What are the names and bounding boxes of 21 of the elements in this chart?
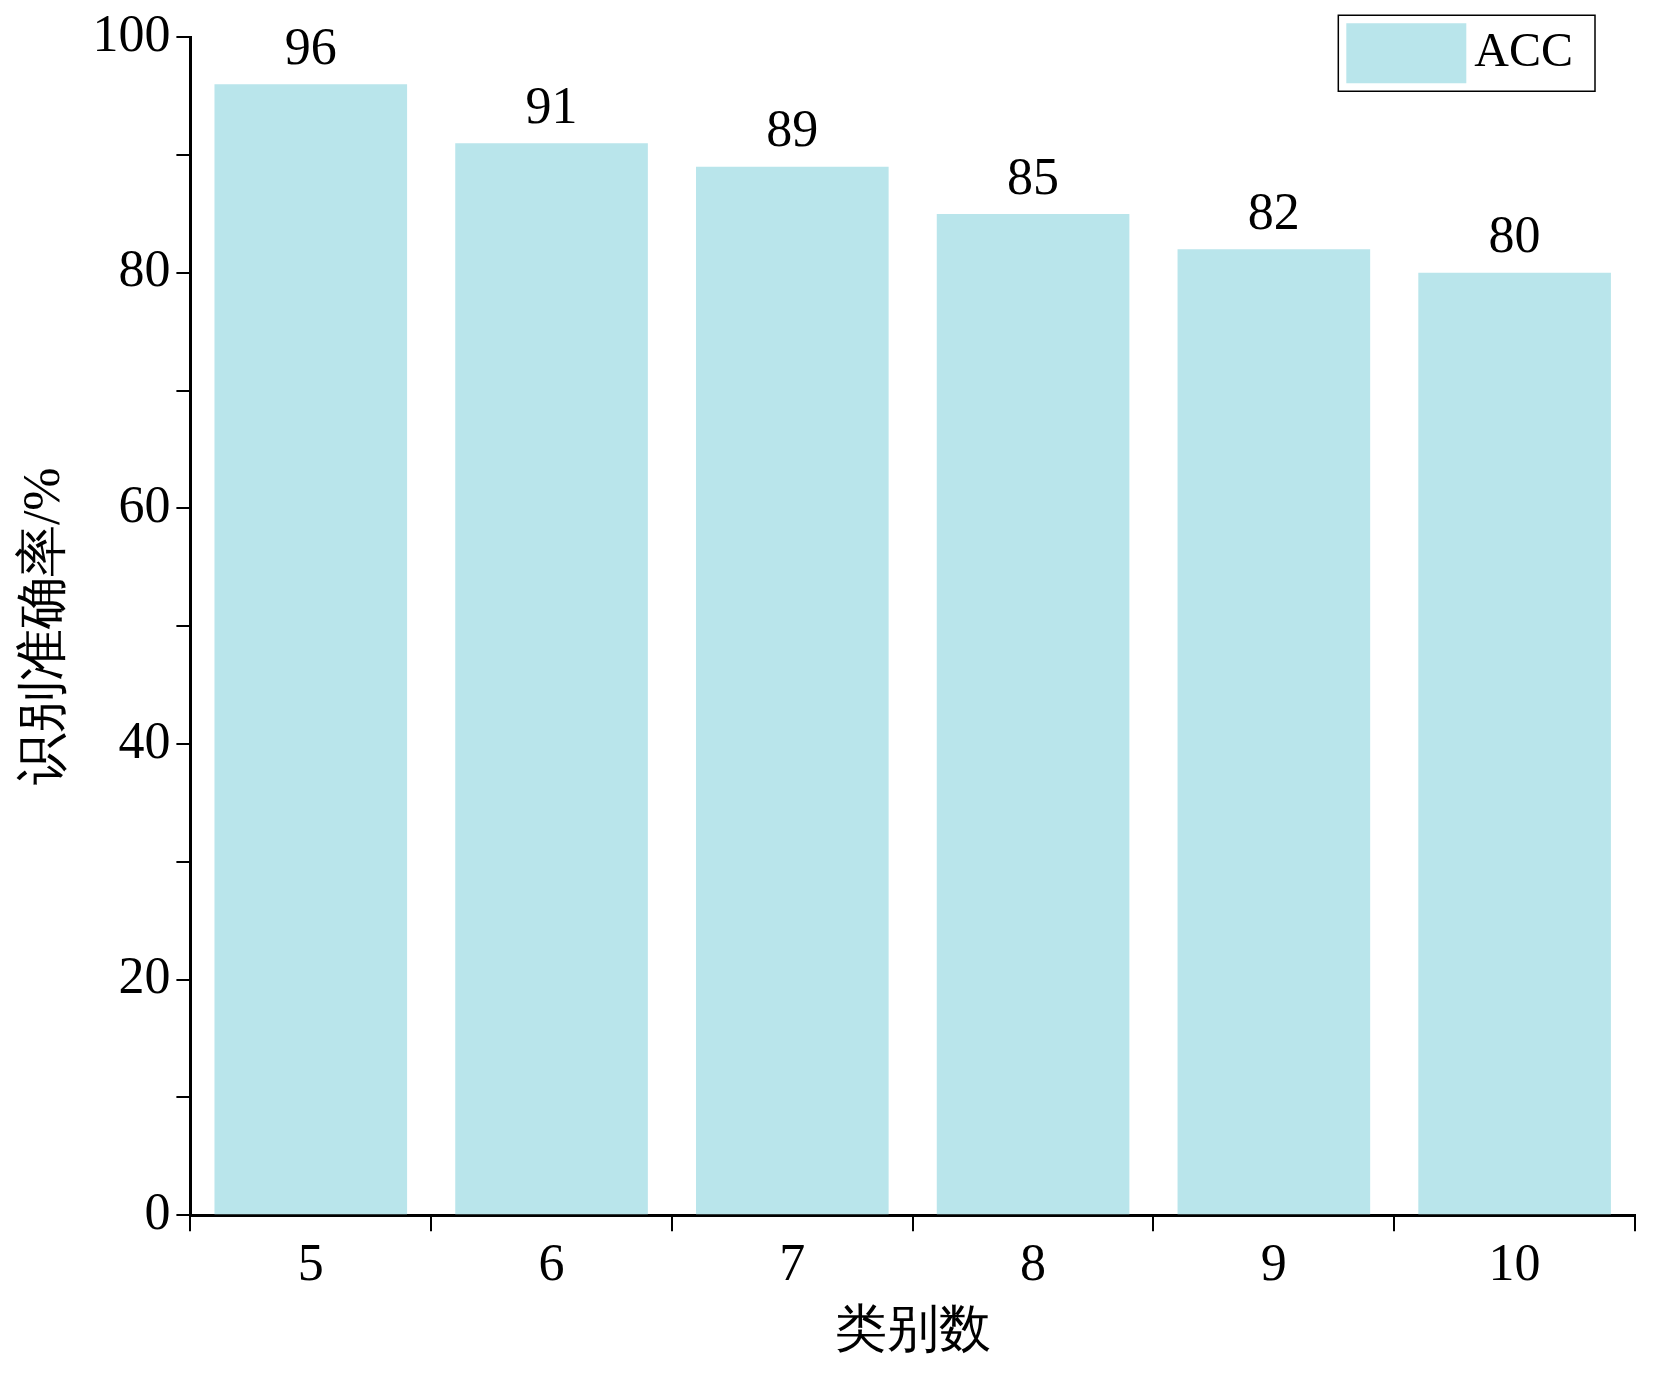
x-tick-label: 9: [1260, 1234, 1287, 1292]
x-tick-label: 10: [1488, 1234, 1541, 1292]
x-tick-label: 7: [779, 1234, 806, 1292]
x-axis-title: 类别数: [834, 1300, 991, 1358]
y-axis-title: 识别准确率/%: [12, 467, 70, 786]
data-label: 89: [766, 100, 819, 158]
y-tick-label: 100: [92, 4, 171, 62]
x-tick-label: 8: [1020, 1234, 1047, 1292]
y-tick-label: 80: [118, 240, 171, 298]
y-tick-label: 40: [118, 711, 171, 769]
legend-label: ACC: [1474, 22, 1574, 76]
x-tick-label: 6: [538, 1234, 565, 1292]
data-label: 85: [1007, 147, 1060, 205]
data-label: 82: [1247, 182, 1300, 240]
y-tick-label: 60: [118, 476, 171, 534]
data-label: 96: [284, 17, 337, 75]
y-tick-label: 0: [144, 1182, 171, 1240]
data-label: 91: [525, 76, 578, 134]
y-tick-label: 20: [118, 947, 171, 1005]
data-label: 80: [1488, 206, 1541, 264]
x-tick-label: 5: [297, 1234, 324, 1292]
